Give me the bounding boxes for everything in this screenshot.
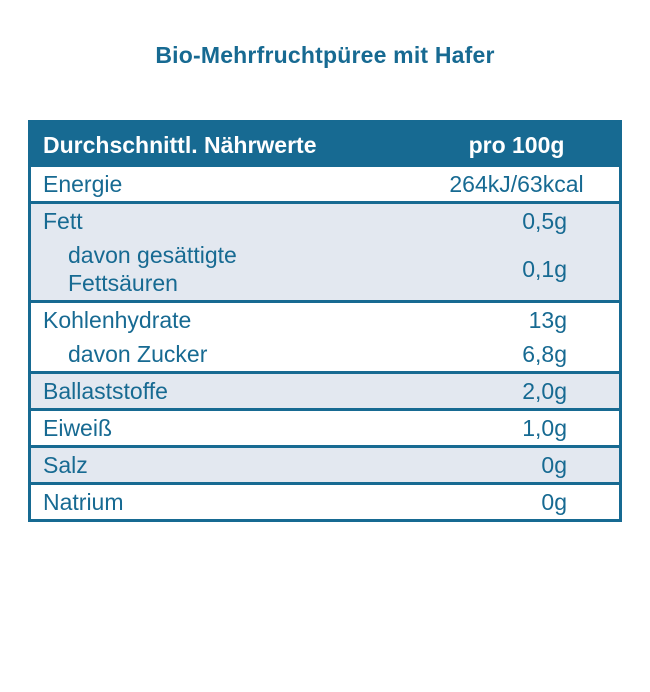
nutrient-value: 0,1g [522, 256, 567, 283]
group-fett: Fett 0,5g davon gesättigte Fettsäuren 0,… [31, 201, 619, 301]
nutrient-label: Salz [43, 452, 88, 479]
group-kohlenhydrate: Kohlenhydrate 13g davon Zucker 6,8g [31, 300, 619, 372]
nutrient-label: Kohlenhydrate [43, 307, 192, 334]
nutrient-label: Natrium [43, 489, 124, 516]
table-header-row: Durchschnittl. Nährwerte pro 100g [31, 123, 619, 167]
nutrition-table: Durchschnittl. Nährwerte pro 100g Energi… [28, 120, 622, 523]
group-salz: Salz 0g [31, 445, 619, 483]
row-davon-zucker: davon Zucker 6,8g [31, 337, 619, 371]
group-ballaststoffe: Ballaststoffe 2,0g [31, 371, 619, 409]
nutrient-value: 1,0g [522, 415, 567, 442]
nutrient-label: Eiweiß [43, 415, 113, 442]
row-gesaettigte-fettsaeuren: davon gesättigte Fettsäuren 0,1g [31, 238, 619, 300]
nutrient-value: 0g [541, 452, 567, 479]
nutrient-label: Fett [43, 208, 83, 235]
nutrient-label: Energie [43, 171, 123, 197]
page-title: Bio-Mehrfruchtpüree mit Hafer [155, 42, 495, 68]
nutrient-value: 6,8g [522, 341, 567, 368]
header-per-100g-label: pro 100g [468, 131, 565, 158]
nutrient-label: Ballaststoffe [43, 378, 168, 405]
row-energie: Energie 264kJ/63kcal [31, 167, 619, 201]
header-nutrients-label: Durchschnittl. Nährwerte [43, 131, 317, 158]
nutrient-value: 13g [528, 307, 567, 334]
nutrient-sublabel: davon Zucker [68, 341, 208, 368]
group-energie: Energie 264kJ/63kcal [31, 167, 619, 202]
nutrient-value: 0,5g [522, 208, 567, 235]
nutrient-value: 2,0g [522, 378, 567, 405]
nutrient-sublabel: davon gesättigte Fettsäuren [68, 242, 237, 297]
group-eiweiss: Eiweiß 1,0g [31, 408, 619, 446]
nutrient-value: 264kJ/63kcal [449, 171, 584, 197]
row-salz: Salz 0g [31, 448, 619, 482]
group-natrium: Natrium 0g [31, 482, 619, 520]
row-natrium: Natrium 0g [31, 485, 619, 519]
row-eiweiss: Eiweiß 1,0g [31, 411, 619, 445]
row-kohlenhydrate: Kohlenhydrate 13g [31, 303, 619, 337]
row-fett: Fett 0,5g [31, 204, 619, 238]
row-ballaststoffe: Ballaststoffe 2,0g [31, 374, 619, 408]
nutrient-value: 0g [541, 489, 567, 516]
